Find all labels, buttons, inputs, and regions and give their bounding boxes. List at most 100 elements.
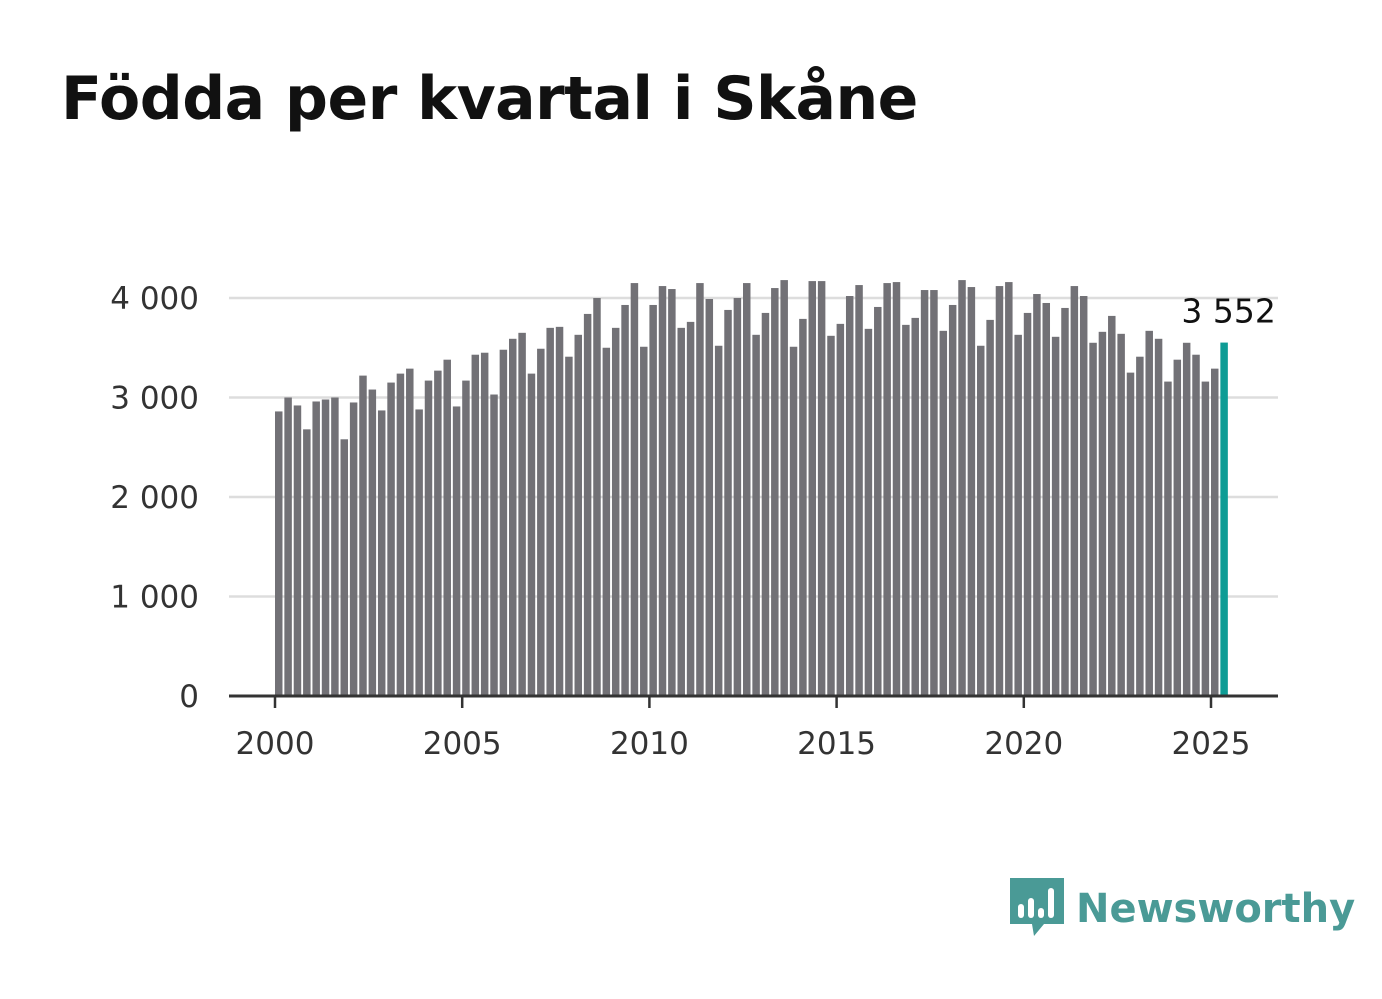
bar [1201,381,1210,696]
bar [761,312,770,696]
y-tick-label: 4 000 [110,281,199,317]
bar [621,304,629,696]
bar [349,402,358,696]
bar [546,327,554,696]
y-tick-label: 3 000 [110,381,199,417]
bar [462,380,470,696]
x-tick-label: 2015 [797,726,876,762]
bar [583,313,592,696]
bar [499,349,508,696]
bar [406,368,414,696]
bar [649,304,657,696]
bar [864,328,873,696]
bar [1136,356,1144,696]
bar [1145,330,1153,696]
labels: 0 1 000 2 000 3 000 4 000 2000 2005 2010 2015 202… [110,281,1276,762]
bar [780,280,788,696]
bar [359,375,367,696]
bar [855,285,863,696]
bar [611,327,620,696]
brand-name: Newsworthy [1076,886,1356,932]
bar [986,319,994,696]
bar [724,309,732,696]
bar [827,335,835,696]
bar [1005,282,1013,696]
bars [275,280,1228,696]
bar [799,318,807,696]
bar [396,373,405,696]
bar [565,356,573,696]
bar [284,397,292,696]
bar [387,382,395,696]
bar [808,281,817,696]
bar [368,389,377,696]
highlight-bar [1220,342,1228,696]
bar [911,317,919,696]
bar [1211,368,1219,696]
bar [331,397,339,696]
bar [630,283,639,696]
bar [771,288,779,696]
bar [1182,342,1191,696]
latest-value-label: 3 552 [1181,292,1275,331]
bar [874,306,882,696]
bar [1051,336,1060,696]
bar [480,352,489,696]
x-tick-label: 2000 [236,726,315,762]
bar [1098,331,1107,696]
bar [490,394,498,696]
bar [275,411,283,696]
bar [537,348,545,696]
bar [714,345,723,696]
bar [1117,333,1125,696]
bar [434,370,442,696]
bar [883,283,891,696]
bar [452,406,461,696]
bar [602,347,611,696]
y-tick-label: 1 000 [110,580,199,616]
bar [424,380,433,696]
bar [705,298,714,696]
bar [948,304,957,696]
bar [967,287,976,696]
bar [789,346,798,696]
bar [1108,315,1116,696]
bar [1023,312,1032,696]
bar [939,330,948,696]
brand-logo: Newsworthy [1010,878,1355,940]
bar [1079,296,1088,696]
bar [696,283,704,696]
bar [1061,307,1069,696]
bar [303,429,311,696]
bar [658,286,667,696]
bar [1042,302,1051,696]
bar [958,280,966,696]
bar [995,286,1004,696]
bar [1192,354,1200,696]
bar [574,334,583,696]
bar [415,409,423,696]
bar [902,324,910,696]
x-tick-label: 2010 [610,726,689,762]
bar [509,338,517,696]
bar [321,399,330,696]
bar [640,346,648,696]
x-tick-label: 2005 [423,726,502,762]
bar [752,334,760,696]
axes [229,694,1278,708]
x-tick-label: 2020 [984,726,1063,762]
bar [930,290,938,696]
bar [340,439,349,696]
y-tick-label: 0 [179,679,199,715]
bar [471,354,480,696]
bar [527,373,536,696]
bar [920,290,929,696]
bar [293,405,302,696]
bar [377,410,386,696]
bar [977,345,985,696]
bar [1070,286,1079,696]
bar [668,289,676,696]
bar [1126,372,1135,696]
y-tick-label: 2 000 [110,480,199,516]
bar-chart-bubble-icon [1010,878,1064,936]
